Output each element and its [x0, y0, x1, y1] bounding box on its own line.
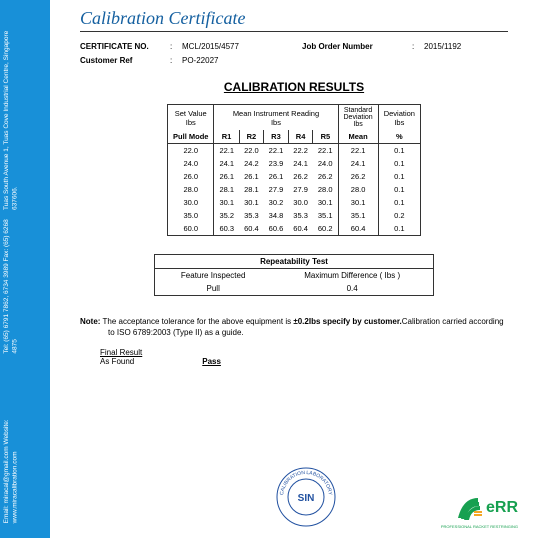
- final-value: Pass: [202, 357, 221, 366]
- table-row: 35.035.235.334.835.335.135.10.2: [168, 209, 421, 222]
- cert-no-value: MCL/2015/4577: [182, 42, 302, 51]
- note-text3: to ISO 6789:2003 (Type II) as a guide.: [108, 327, 508, 338]
- sidebar-address: Tuas South Avenue 1, Tuas Cove Industria…: [3, 15, 47, 210]
- th-r1: R1: [214, 130, 239, 144]
- job-order-value: 2015/1192: [424, 42, 461, 51]
- table-row: 22.022.122.022.122.222.122.10.1: [168, 144, 421, 158]
- document-title: Calibration Certificate: [80, 8, 508, 29]
- section-title: CALIBRATION RESULTS: [80, 80, 508, 94]
- divider: [80, 31, 508, 32]
- rep-feat-value: Pull: [155, 282, 272, 296]
- note: Note: The acceptance tolerance for the a…: [80, 316, 508, 338]
- svg-text:SIN: SIN: [298, 493, 315, 504]
- sidebar-contact: Email: miracal@gmail.com Website: www.mi…: [3, 354, 47, 523]
- final-result: Final Result As Found Pass: [100, 348, 508, 366]
- th-dev: Deviation Ibs: [378, 105, 420, 131]
- swoosh-icon: [453, 493, 483, 523]
- final-title: Final Result: [100, 348, 508, 357]
- table-row: 28.028.128.127.927.928.028.00.1: [168, 183, 421, 196]
- job-order-label: Job Order Number: [302, 42, 412, 51]
- sidebar-phone: Tel: (65) 6791 7862, 6734 3989 Fax: (65)…: [3, 210, 47, 354]
- repeatability-table: Repeatability Test Feature Inspected Max…: [154, 254, 434, 296]
- rep-feat-label: Feature Inspected: [155, 269, 272, 283]
- table-row: 24.024.124.223.924.124.024.10.1: [168, 157, 421, 170]
- logo-subtitle: PROFESSIONAL RACKET RESTRINGING: [441, 524, 518, 529]
- th-std: Standard Deviation Ibs: [338, 105, 378, 131]
- logo-text: eRR: [486, 499, 518, 517]
- th-meansub: Mean: [338, 130, 378, 144]
- th-mean: Mean Instrument Reading Ibs: [214, 105, 338, 131]
- table-row: 60.060.360.460.660.460.260.40.1: [168, 222, 421, 236]
- rep-title: Repeatability Test: [155, 255, 434, 269]
- note-label: Note:: [80, 317, 100, 326]
- note-text1: The acceptance tolerance for the above e…: [103, 317, 294, 326]
- th-r2: R2: [239, 130, 264, 144]
- final-label: As Found: [100, 357, 200, 366]
- th-pullmode: Pull Mode: [168, 130, 214, 144]
- table-row: 30.030.130.130.230.030.130.10.1: [168, 196, 421, 209]
- err-logo: eRR: [453, 493, 518, 523]
- th-pct: %: [378, 130, 420, 144]
- meta-row-customer: Customer Ref : PO-22027: [80, 56, 508, 65]
- rep-max-value: 0.4: [271, 282, 433, 296]
- customer-ref-label: Customer Ref: [80, 56, 170, 65]
- cert-no-label: CERTIFICATE NO.: [80, 42, 170, 51]
- document-content: Calibration Certificate CERTIFICATE NO. …: [50, 0, 538, 538]
- note-text2: Calibration carried according: [402, 317, 504, 326]
- note-bold: ±0.2Ibs specify by customer.: [293, 317, 401, 326]
- calibration-table: Set Value Ibs Mean Instrument Reading Ib…: [167, 104, 421, 236]
- table-row: 26.026.126.126.126.226.226.20.1: [168, 170, 421, 183]
- sidebar: Tuas South Avenue 1, Tuas Cove Industria…: [0, 0, 50, 538]
- rep-max-label: Maximum Difference ( Ibs ): [271, 269, 433, 283]
- th-r3: R3: [264, 130, 289, 144]
- meta-row-cert: CERTIFICATE NO. : MCL/2015/4577 Job Orde…: [80, 42, 508, 51]
- stamp-icon: SIN CALIBRATION LABORATORY: [275, 466, 337, 528]
- th-r5: R5: [313, 130, 338, 144]
- th-r4: R4: [288, 130, 313, 144]
- customer-ref-value: PO-22027: [182, 56, 218, 65]
- th-set: Set Value Ibs: [168, 105, 214, 131]
